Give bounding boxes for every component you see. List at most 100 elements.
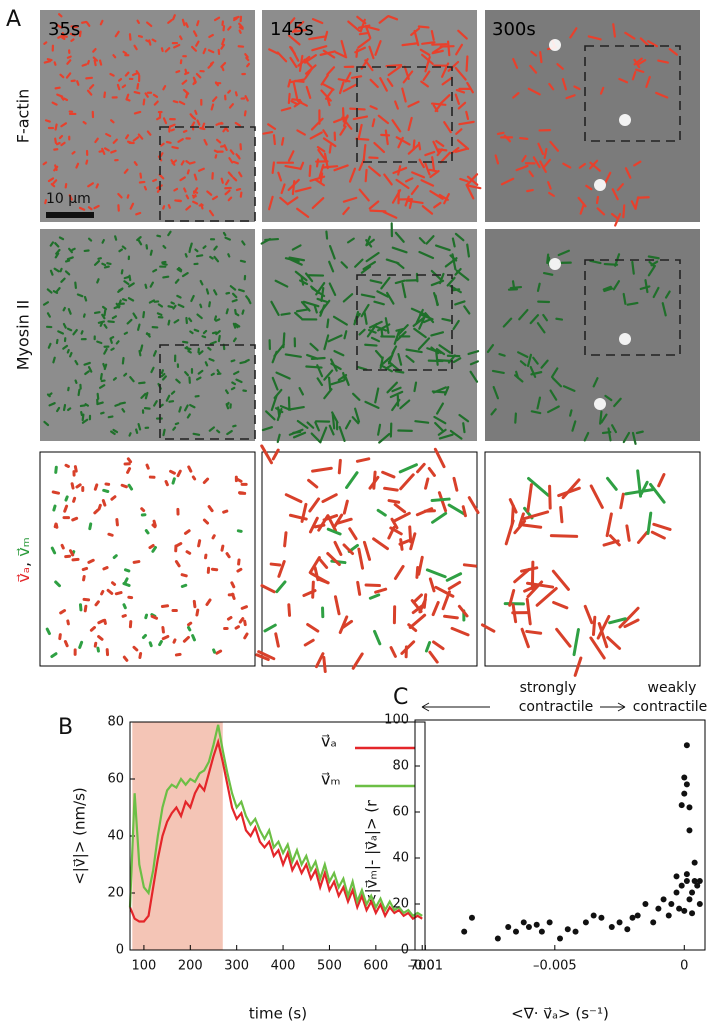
vector-glyph	[162, 205, 166, 210]
vector-glyph	[243, 632, 249, 640]
vector-glyph	[461, 505, 467, 518]
vector-glyph	[342, 543, 355, 555]
vector-glyph	[92, 56, 99, 62]
vector-glyph	[114, 30, 120, 38]
vector-glyph	[209, 61, 215, 65]
vector-glyph	[319, 172, 324, 184]
vector-glyph	[148, 543, 155, 550]
vector-glyph	[62, 344, 69, 350]
vector-glyph	[213, 16, 221, 22]
vector-glyph	[551, 377, 563, 388]
vector-glyph	[348, 527, 358, 541]
vector-glyph	[322, 83, 335, 91]
vector-glyph	[323, 334, 330, 351]
vector-glyph	[123, 372, 128, 377]
vector-glyph	[380, 327, 384, 337]
vector-glyph	[62, 97, 69, 102]
vector-glyph	[323, 369, 334, 381]
vector-glyph	[94, 137, 99, 144]
vector-glyph	[315, 281, 326, 296]
vector-glyph	[536, 282, 541, 292]
vector-glyph	[118, 401, 126, 405]
vector-glyph	[435, 139, 445, 148]
vector-glyph	[46, 312, 51, 318]
vector-glyph	[639, 285, 651, 291]
vector-glyph	[319, 304, 326, 317]
vector-glyph	[260, 584, 276, 594]
vector-glyph	[138, 349, 142, 357]
vector-glyph	[385, 291, 395, 305]
vector-glyph	[443, 121, 452, 134]
vector-glyph	[87, 366, 93, 373]
vector-glyph	[121, 245, 127, 250]
vector-glyph	[311, 45, 328, 52]
vector-glyph	[394, 231, 405, 243]
vector-glyph	[234, 121, 241, 127]
vector-glyph	[648, 482, 666, 504]
scatter-point	[461, 928, 468, 935]
vector-glyph	[123, 168, 129, 174]
vector-glyph	[304, 67, 313, 80]
velocity-a: v⃗ₐ	[14, 567, 33, 583]
vector-glyph	[383, 173, 393, 186]
vector-glyph	[261, 426, 273, 432]
vector-glyph	[430, 29, 435, 41]
y-tick-label: 80	[107, 715, 124, 730]
vector-glyph	[432, 140, 440, 154]
vector-glyph	[210, 372, 215, 377]
vector-glyph	[391, 345, 398, 355]
vector-glyph	[189, 113, 195, 119]
vector-glyph	[269, 562, 282, 567]
vector-glyph	[434, 585, 455, 598]
vector-glyph	[307, 478, 319, 489]
vector-glyph	[115, 518, 119, 527]
vector-glyph	[556, 63, 564, 70]
vector-glyph	[112, 428, 119, 434]
scatter-point	[512, 928, 519, 935]
vector-glyph	[271, 448, 280, 461]
vector-glyph	[318, 163, 325, 178]
vector-glyph	[520, 627, 530, 649]
vector-glyph	[162, 244, 167, 249]
vector-glyph	[87, 182, 94, 188]
vector-glyph	[429, 169, 440, 179]
vector-glyph	[404, 195, 410, 207]
vector-glyph	[367, 329, 377, 334]
vector-glyph	[143, 185, 148, 191]
vector-glyph	[144, 391, 149, 400]
vector-glyph	[172, 638, 177, 644]
vector-glyph	[438, 433, 454, 440]
vector-glyph	[521, 523, 543, 529]
vector-glyph	[526, 581, 555, 589]
vector-glyph	[125, 93, 130, 101]
vector-glyph	[240, 605, 248, 610]
scatter-point	[676, 905, 683, 912]
vector-glyph	[161, 625, 165, 634]
vector-glyph	[211, 195, 219, 201]
vector-glyph	[54, 242, 60, 248]
vector-glyph	[158, 173, 165, 180]
vector-glyph	[362, 260, 377, 271]
vector-glyph	[192, 599, 197, 609]
vector-glyph	[342, 196, 358, 203]
vector-glyph	[292, 431, 307, 439]
vector-glyph	[385, 63, 403, 68]
vector-glyph	[328, 282, 337, 297]
vector-glyph	[353, 310, 360, 326]
vector-glyph	[315, 158, 320, 168]
vector-glyph	[280, 136, 285, 146]
vector-glyph	[232, 17, 238, 22]
vector-glyph	[148, 299, 156, 304]
vector-glyph	[305, 365, 323, 369]
vector-glyph	[373, 141, 386, 154]
vector-glyph	[69, 351, 73, 358]
vector-glyph	[291, 180, 296, 196]
vector-glyph	[277, 171, 283, 182]
vector-glyph	[87, 206, 93, 211]
vector-glyph	[232, 322, 237, 329]
vector-glyph	[585, 184, 593, 191]
vector-glyph	[433, 447, 446, 469]
vector-glyph	[263, 623, 277, 633]
vector-glyph	[63, 639, 69, 648]
vector-glyph	[208, 301, 211, 308]
